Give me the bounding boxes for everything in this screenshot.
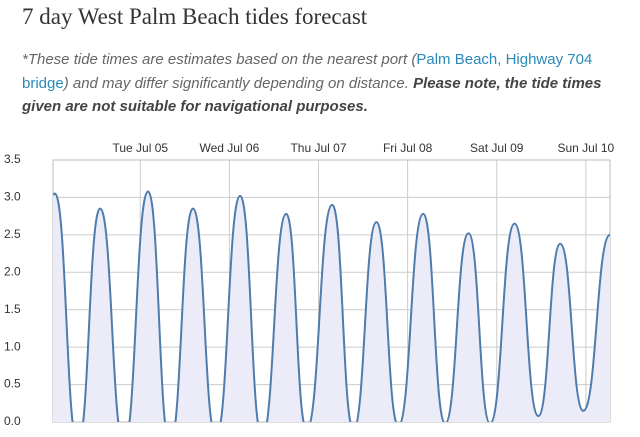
page-title: 7 day West Palm Beach tides forecast (22, 4, 368, 29)
x-tick-label: Sun Jul 10 (558, 141, 615, 155)
x-tick-label: Fri Jul 08 (383, 141, 433, 155)
y-tick-label: 2.0 (4, 264, 21, 278)
y-tick-label: 0.5 (4, 377, 21, 391)
y-tick-label: 3.5 (4, 152, 21, 166)
x-tick-label: Wed Jul 06 (199, 141, 259, 155)
note-warning: Please note, the tide times given are no… (22, 74, 602, 116)
tide-line (53, 190, 610, 422)
y-tick-label: 0.0 (4, 414, 21, 428)
note-text: *These tide times are estimates based on… (22, 51, 417, 68)
x-tick-label: Tue Jul 05 (112, 141, 168, 155)
y-tick-label: 2.5 (4, 227, 21, 241)
y-tick-label: 1.0 (4, 339, 21, 353)
note-text: ) and may differ significantly depending… (63, 74, 414, 92)
x-tick-label: Thu Jul 07 (290, 141, 346, 155)
y-tick-label: 3.0 (4, 190, 21, 204)
tide-area (53, 191, 610, 422)
y-tick-label: 1.5 (4, 302, 21, 316)
plot-area (53, 190, 610, 422)
port-link[interactable]: Palm Beach, Highway 704 bridge (22, 51, 593, 92)
disclaimer: *These tide times are estimates based on… (22, 48, 622, 119)
x-tick-label: Sat Jul 09 (470, 141, 524, 155)
